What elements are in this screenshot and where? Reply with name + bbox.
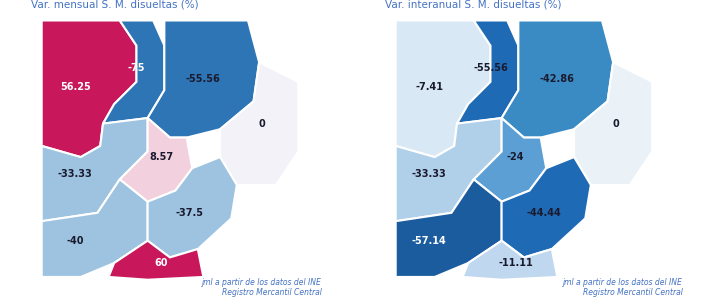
Text: Var. interanual S. M. disueltas (%): Var. interanual S. M. disueltas (%) [384, 0, 561, 10]
Polygon shape [574, 62, 652, 185]
Text: -7.41: -7.41 [415, 82, 443, 92]
Text: -33.33: -33.33 [58, 169, 93, 179]
Polygon shape [457, 21, 518, 124]
Text: -24: -24 [507, 152, 525, 162]
Text: jml a partir de los datos del INE
Registro Mercantil Central: jml a partir de los datos del INE Regist… [564, 278, 683, 297]
Polygon shape [108, 241, 203, 280]
Polygon shape [396, 179, 502, 277]
Text: -57.14: -57.14 [412, 236, 447, 246]
Polygon shape [148, 157, 236, 258]
Text: -37.5: -37.5 [176, 208, 203, 218]
Polygon shape [148, 21, 259, 138]
Polygon shape [42, 21, 137, 157]
Polygon shape [120, 118, 192, 202]
Polygon shape [220, 62, 298, 185]
Polygon shape [474, 118, 546, 202]
Polygon shape [502, 157, 590, 258]
Text: 56.25: 56.25 [59, 82, 91, 92]
Text: -75: -75 [127, 63, 145, 73]
Polygon shape [42, 118, 148, 221]
Text: 0: 0 [258, 118, 266, 129]
Polygon shape [396, 21, 491, 157]
Polygon shape [462, 241, 557, 280]
Text: -42.86: -42.86 [540, 74, 575, 84]
Polygon shape [42, 179, 148, 277]
Polygon shape [103, 21, 164, 124]
Polygon shape [396, 118, 502, 221]
Text: -55.56: -55.56 [473, 63, 508, 73]
Text: -40: -40 [67, 236, 84, 246]
Text: -44.44: -44.44 [526, 208, 561, 218]
Text: -11.11: -11.11 [498, 258, 533, 268]
Text: jml a partir de los datos del INE
Registro Mercantil Central: jml a partir de los datos del INE Regist… [202, 278, 322, 297]
Polygon shape [502, 21, 613, 138]
Text: 0: 0 [612, 118, 620, 129]
Text: Var. mensual S. M. disueltas (%): Var. mensual S. M. disueltas (%) [30, 0, 198, 10]
Text: 8.57: 8.57 [149, 152, 173, 162]
Text: -55.56: -55.56 [186, 74, 221, 84]
Text: 60: 60 [155, 258, 169, 268]
Text: -33.33: -33.33 [412, 169, 447, 179]
